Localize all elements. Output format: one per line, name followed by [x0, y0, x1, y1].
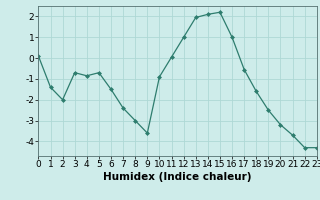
X-axis label: Humidex (Indice chaleur): Humidex (Indice chaleur): [103, 172, 252, 182]
